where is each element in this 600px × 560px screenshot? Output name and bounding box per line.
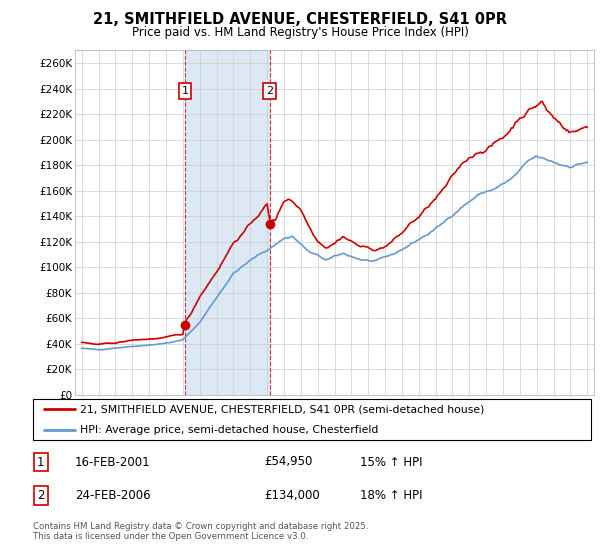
Text: 21, SMITHFIELD AVENUE, CHESTERFIELD, S41 0PR (semi-detached house): 21, SMITHFIELD AVENUE, CHESTERFIELD, S41…: [80, 404, 485, 414]
Text: 15% ↑ HPI: 15% ↑ HPI: [360, 455, 422, 469]
Bar: [185, 50, 269, 395]
Text: 18% ↑ HPI: 18% ↑ HPI: [360, 489, 422, 502]
Text: 21, SMITHFIELD AVENUE, CHESTERFIELD, S41 0PR: 21, SMITHFIELD AVENUE, CHESTERFIELD, S41…: [93, 12, 507, 27]
Text: 1: 1: [181, 86, 188, 96]
Text: 24-FEB-2006: 24-FEB-2006: [75, 489, 151, 502]
Text: 2: 2: [266, 86, 273, 96]
Text: 2: 2: [37, 489, 44, 502]
Text: £54,950: £54,950: [264, 455, 313, 469]
Text: 1: 1: [37, 455, 44, 469]
Text: 16-FEB-2001: 16-FEB-2001: [75, 455, 151, 469]
FancyBboxPatch shape: [33, 399, 591, 440]
Text: £134,000: £134,000: [264, 489, 320, 502]
Text: Price paid vs. HM Land Registry's House Price Index (HPI): Price paid vs. HM Land Registry's House …: [131, 26, 469, 39]
Text: Contains HM Land Registry data © Crown copyright and database right 2025.
This d: Contains HM Land Registry data © Crown c…: [33, 522, 368, 542]
Text: HPI: Average price, semi-detached house, Chesterfield: HPI: Average price, semi-detached house,…: [80, 424, 379, 435]
